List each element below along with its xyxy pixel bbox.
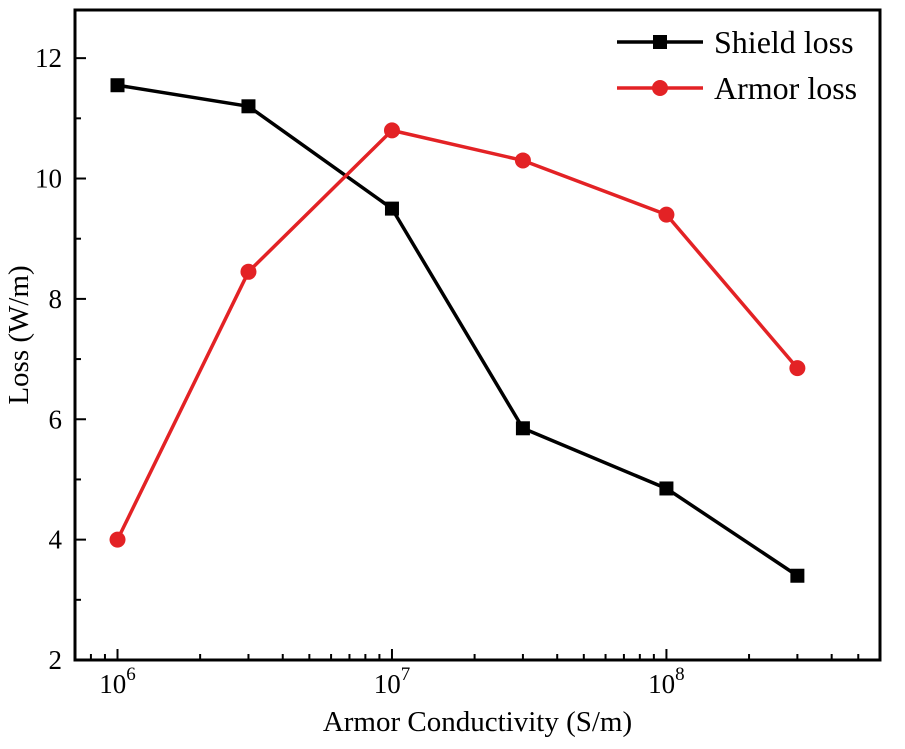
x-tick-label: 106 [99, 664, 136, 699]
legend-item-shield-loss: Shield loss [617, 24, 854, 60]
series-armor-loss-marker [789, 360, 806, 377]
series-armor-loss-marker [240, 263, 257, 280]
series-armor-loss-marker [514, 152, 531, 169]
legend-item-armor-loss: Armor loss [617, 70, 857, 106]
y-tick-label: 6 [49, 404, 63, 434]
y-tick-label: 2 [49, 645, 63, 675]
series-shield-loss [110, 78, 805, 583]
x-tick-label: 108 [648, 664, 685, 699]
axis-ticks [75, 57, 860, 661]
series-armor-loss-marker [383, 122, 400, 139]
legend-label-armor-loss: Armor loss [714, 70, 857, 106]
series-shield-loss-marker [790, 568, 805, 583]
plot-frame [73, 8, 882, 662]
series-shield-loss-marker [384, 201, 399, 216]
series-shield-loss-marker [110, 78, 125, 93]
x-tick-label: 107 [374, 664, 411, 699]
series-armor-loss [109, 122, 806, 548]
series-shield-loss-marker [659, 481, 674, 496]
series-shield-loss-marker [515, 421, 530, 436]
y-tick-label: 8 [49, 284, 63, 314]
series-shield-loss-line [117, 83, 799, 578]
series-armor-loss-line [115, 128, 799, 541]
series-armor-loss-marker [658, 206, 675, 223]
series-armor-loss-marker [109, 531, 126, 548]
legend: Shield loss Armor loss [617, 24, 857, 106]
legend-marker-shield-loss [653, 35, 667, 49]
x-axis-label: Armor Conductivity (S/m) [323, 706, 632, 738]
y-tick-label: 4 [49, 525, 63, 555]
legend-label-shield-loss: Shield loss [714, 24, 854, 60]
y-tick-label: 12 [35, 43, 62, 73]
series-shield-loss-marker [241, 99, 256, 114]
legend-marker-armor-loss [652, 80, 668, 96]
y-axis-label: Loss (W/m) [3, 265, 35, 404]
y-tick-label: 10 [35, 164, 62, 194]
